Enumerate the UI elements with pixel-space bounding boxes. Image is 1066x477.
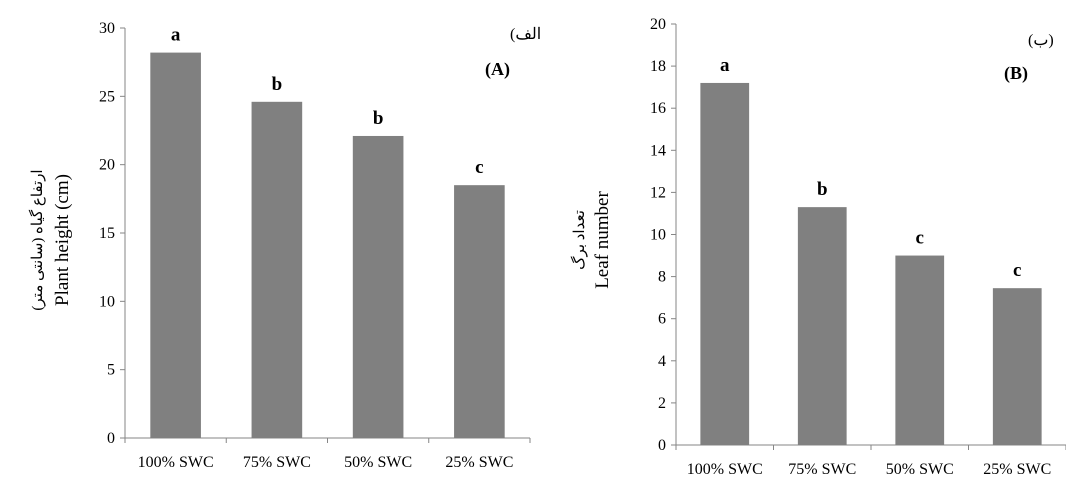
bar: [895, 255, 945, 445]
bar: [150, 52, 201, 438]
significance-label: c: [1013, 260, 1021, 281]
y-tick-label: 25: [99, 88, 115, 105]
bar: [352, 135, 404, 438]
y-tick-label: 30: [99, 20, 115, 37]
y-tick-label: 20: [99, 157, 115, 174]
panel-label: (B): [1004, 63, 1028, 84]
y-axis-title: تعداد برگ Leaf number: [570, 191, 613, 289]
y-tick-label: 12: [650, 184, 666, 201]
y-tick-label: 5: [107, 362, 115, 379]
chart-b: تعداد برگ Leaf number (ب) (B) 0 2 4 6 8 10 12 1…: [570, 16, 1066, 477]
y-axis-title-en: Plant height (cm): [52, 174, 73, 306]
plot-area: 0 5 10 15 20 25 30 a 100% SWC b 75% SWC b 50% SWC c 25…: [99, 20, 531, 471]
significance-label: a: [720, 55, 730, 76]
y-tick-label: 18: [650, 58, 666, 75]
y-tick-label: 0: [107, 430, 115, 447]
bar: [700, 82, 750, 445]
bar: [797, 207, 847, 445]
x-tick-label: 100% SWC: [138, 454, 214, 471]
x-tick-label: 75% SWC: [243, 454, 311, 471]
y-axis-title-fa: تعداد برگ: [570, 210, 588, 270]
y-tick-label: 2: [658, 395, 666, 412]
significance-label: c: [916, 228, 924, 249]
x-tick-label: 25% SWC: [445, 454, 513, 471]
y-tick-label: 20: [650, 16, 666, 33]
y-tick-label: 6: [658, 311, 666, 328]
y-tick-label: 14: [650, 142, 666, 159]
x-tick-label: 100% SWC: [687, 461, 763, 477]
bar: [454, 185, 505, 438]
x-tick-label: 75% SWC: [788, 461, 856, 477]
panel-label: (A): [485, 59, 510, 80]
y-axis-title-fa: ارتفاع گیاه (سانتی متر): [28, 169, 46, 310]
x-tick-label: 25% SWC: [983, 461, 1051, 477]
significance-label: a: [171, 25, 181, 46]
chart-a: ارتفاع گیاه (سانتی متر) Plant height (cm…: [28, 20, 540, 471]
panel-label-fa: (ب): [1028, 32, 1054, 49]
y-axis-title-en: Leaf number: [592, 191, 613, 289]
significance-label: b: [272, 74, 283, 95]
x-tick-label: 50% SWC: [886, 461, 954, 477]
x-tick-label: 50% SWC: [344, 454, 412, 471]
y-tick-label: 8: [658, 269, 666, 286]
y-tick-label: 15: [99, 225, 115, 242]
y-tick-label: 10: [650, 227, 666, 244]
bar: [251, 101, 303, 439]
significance-label: b: [817, 179, 828, 200]
significance-label: c: [475, 157, 483, 178]
y-tick-label: 4: [658, 353, 666, 370]
significance-label: b: [373, 108, 384, 129]
y-tick-label: 10: [99, 293, 115, 310]
bar: [992, 288, 1042, 445]
y-tick-label: 16: [650, 100, 666, 117]
y-tick-label: 0: [658, 437, 666, 454]
plot-area: 0 2 4 6 8 10 12 14 16 18 20 a 100% SWC b 75% SWC c 50% S…: [650, 16, 1066, 477]
panel-label-fa: (الف): [510, 26, 540, 43]
y-axis-title: ارتفاع گیاه (سانتی متر) Plant height (cm…: [28, 169, 73, 310]
